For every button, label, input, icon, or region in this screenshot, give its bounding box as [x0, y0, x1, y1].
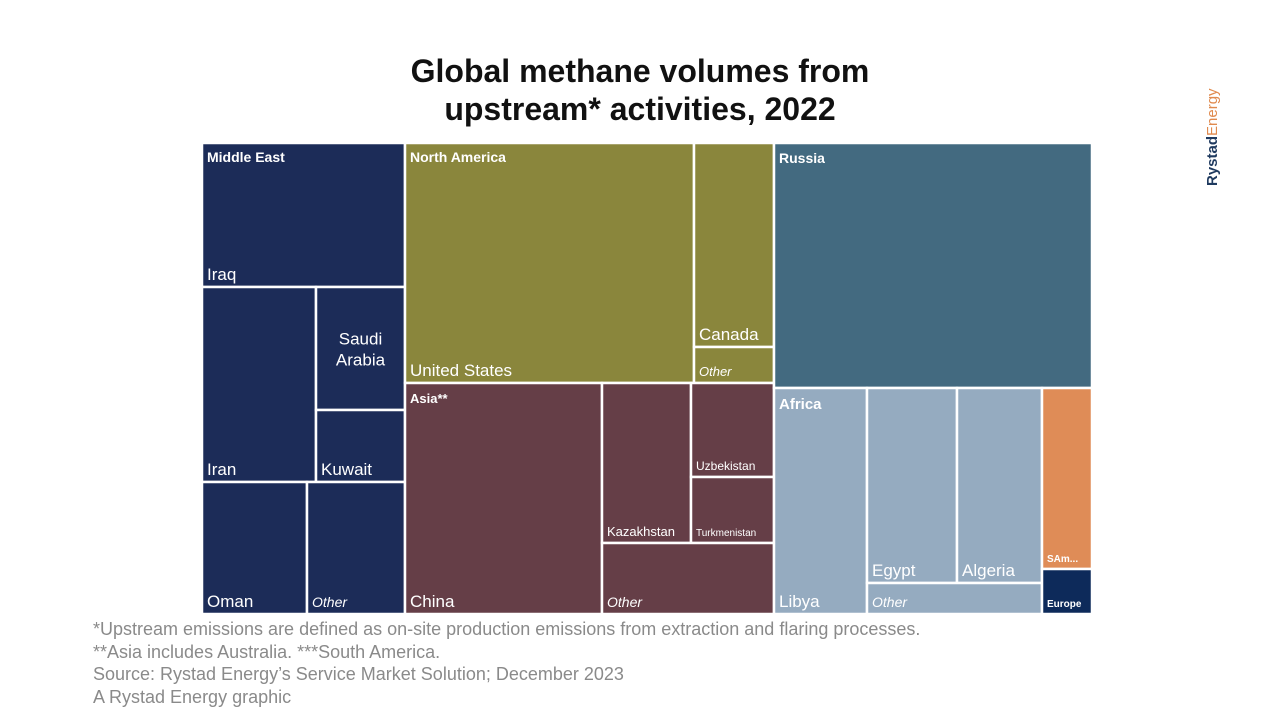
label-africa-egypt: Egypt — [872, 561, 916, 580]
label-asia-turkmenistan: Turkmenistan — [696, 528, 756, 539]
tile-asia-china — [403, 381, 604, 616]
tile-north-america-canada — [692, 141, 776, 349]
label-middle-east-saudi-arabia: Saudi Arabia — [336, 329, 386, 369]
label-middle-east-kuwait: Kuwait — [321, 460, 372, 479]
credit-note: A Rystad Energy graphic — [93, 686, 292, 707]
tile-sam — [1040, 386, 1094, 571]
label-africa-algeria: Algeria — [962, 561, 1015, 580]
tile-europe — [1040, 567, 1094, 616]
chart-title-line-2: upstream* activities, 2022 — [444, 91, 836, 127]
label-north-america-other: Other — [699, 364, 732, 379]
tile-africa-libya — [772, 386, 869, 616]
label-north-america-united-states: United States — [410, 361, 512, 380]
label-asia-china: China — [410, 592, 455, 611]
footnote-asia: **Asia includes Australia. ***South Amer… — [93, 641, 441, 662]
source-note: Source: Rystad Energy’s Service Market S… — [93, 664, 624, 684]
label-africa-other: Other — [872, 594, 908, 610]
region-label-middle-east: Middle East — [207, 149, 285, 165]
footnote-upstream: *Upstream emissions are defined as on-si… — [93, 619, 921, 639]
label-sam: SAm... — [1047, 554, 1078, 565]
region-label-asia: Asia** — [410, 391, 449, 406]
footnotes: *Upstream emissions are defined as on-si… — [93, 618, 1193, 708]
tile-middle-east-iran — [200, 285, 318, 484]
chart-title: Global methane volumes from upstream* ac… — [0, 52, 1280, 128]
tile-middle-east-saudi-arabia — [314, 285, 407, 412]
tile-middle-east-kuwait — [314, 408, 407, 484]
tile-asia-kazakhstan — [600, 381, 693, 545]
label-middle-east-iran: Iran — [207, 460, 236, 479]
label-asia-kazakhstan: Kazakhstan — [607, 524, 675, 539]
tile-middle-east-other — [305, 480, 407, 616]
tile-russia — [772, 141, 1094, 390]
label-asia-other: Other — [607, 594, 643, 610]
tile-africa-algeria — [955, 386, 1044, 585]
label-russia: Russia — [779, 150, 825, 166]
label-europe: Europe — [1047, 599, 1082, 610]
label-middle-east-other: Other — [312, 594, 348, 610]
label-africa-libya: Libya — [779, 592, 820, 611]
label-north-america-canada: Canada — [699, 325, 759, 344]
tile-africa-egypt — [865, 386, 959, 585]
label-middle-east-oman: Oman — [207, 592, 253, 611]
tile-asia-uzbekistan — [689, 381, 776, 479]
label-middle-east-iraq: Iraq — [207, 265, 236, 284]
region-label-north-america: North America — [410, 149, 506, 165]
tile-north-america-united-states — [403, 141, 696, 385]
tile-asia-other — [600, 541, 776, 616]
label-asia-uzbekistan: Uzbekistan — [696, 459, 755, 473]
region-label-africa: Africa — [779, 396, 822, 413]
chart-title-line-1: Global methane volumes from — [410, 53, 870, 89]
